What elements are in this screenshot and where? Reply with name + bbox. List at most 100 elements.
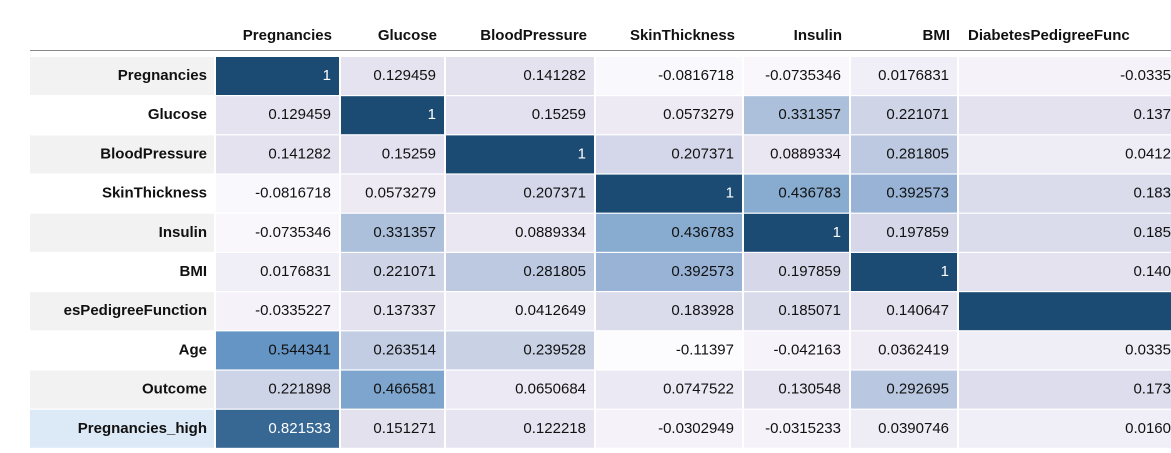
cell-value: 0.122218 <box>523 420 586 437</box>
cell-value: 0.151271 <box>373 420 436 437</box>
cell-value: -0.0816718 <box>255 185 331 202</box>
cell-bg <box>851 253 957 291</box>
cell-value: 0.0362419 <box>878 341 949 358</box>
cell-bg <box>341 57 444 95</box>
cell-value: 0.173 <box>1133 381 1171 398</box>
cell-bg <box>216 174 339 213</box>
cell-value: 0.331357 <box>373 224 436 241</box>
cell-value: 0.436783 <box>778 185 841 202</box>
row-header: SkinThickness <box>102 185 207 202</box>
cell-bg <box>446 292 594 331</box>
cell-value: -0.042163 <box>773 341 841 358</box>
cell-value: 0.0160 <box>1125 420 1171 437</box>
cell-value: 0.15259 <box>382 145 436 162</box>
cell-bg <box>744 409 849 448</box>
cell-value: 0.544341 <box>268 341 331 358</box>
cell-value: 0.0747522 <box>663 381 734 398</box>
column-header: BMI <box>923 27 951 44</box>
cell-value: 0.281805 <box>886 145 949 162</box>
cell-value: 0.0390746 <box>878 420 949 437</box>
cell-value: 0.141282 <box>268 145 331 162</box>
row-header-bg <box>30 135 214 174</box>
cell-bg <box>341 174 444 213</box>
cell-bg <box>446 174 594 213</box>
cell-bg <box>851 135 957 174</box>
cell-value: 0.0176831 <box>260 263 331 280</box>
cell-value: 1 <box>323 67 331 84</box>
cell-bg <box>959 292 1171 331</box>
cell-value: -0.0816718 <box>658 67 734 84</box>
cell-bg <box>596 135 742 174</box>
cell-bg <box>744 135 849 174</box>
cell-bg <box>596 292 742 331</box>
cell-value: 0.183 <box>1133 185 1171 202</box>
cell-bg <box>596 253 742 291</box>
cell-bg <box>596 57 742 95</box>
cell-bg <box>959 174 1171 213</box>
cell-bg <box>744 292 849 331</box>
cell-bg <box>446 253 594 291</box>
cell-value: 0.197859 <box>886 224 949 241</box>
row-header: BMI <box>180 263 208 280</box>
cell-value: 0.0412 <box>1125 145 1171 162</box>
cell-value: 0.140647 <box>886 302 949 319</box>
cell-bg <box>959 331 1171 370</box>
cell-value: 0.0573279 <box>365 185 436 202</box>
row-header: Age <box>179 341 207 358</box>
row-header-bg <box>30 253 214 291</box>
cell-bg <box>446 96 594 135</box>
row-header-bg <box>30 409 214 448</box>
cell-value: 0.292695 <box>886 381 949 398</box>
cell-value: 0.821533 <box>268 420 331 437</box>
cell-value: 0.140 <box>1133 263 1171 280</box>
cell-value: -0.0335 <box>1120 67 1171 84</box>
cell-value: 0.0176831 <box>878 67 949 84</box>
cell-value: 1 <box>578 145 586 162</box>
cell-bg <box>216 253 339 291</box>
cell-bg <box>959 213 1171 252</box>
cell-bg <box>851 409 957 448</box>
cell-bg <box>959 253 1171 291</box>
cell-bg <box>446 57 594 95</box>
column-header: Glucose <box>378 27 437 44</box>
row-header: Insulin <box>159 224 207 241</box>
row-header-bg <box>30 174 214 213</box>
cell-value: 0.221071 <box>373 263 436 280</box>
cell-value: -0.0335227 <box>255 302 331 319</box>
row-header: Glucose <box>148 106 207 123</box>
cell-bg <box>341 292 444 331</box>
cell-value: 0.197859 <box>778 263 841 280</box>
cell-bg <box>341 135 444 174</box>
cell-bg <box>216 135 339 174</box>
cell-bg <box>851 213 957 252</box>
cell-bg <box>851 57 957 95</box>
cell-bg <box>744 174 849 213</box>
row-header: Pregnancies <box>118 67 207 84</box>
cell-bg <box>216 370 339 409</box>
cell-bg <box>744 370 849 409</box>
cell-value: 0.436783 <box>671 224 734 241</box>
row-header-bg <box>30 331 214 370</box>
row-header: Pregnancies_high <box>78 420 207 437</box>
cell-value: 0.392573 <box>671 263 734 280</box>
cell-bg <box>446 213 594 252</box>
cell-bg <box>446 135 594 174</box>
row-header: Outcome <box>142 381 207 398</box>
cell-value: 0.129459 <box>373 67 436 84</box>
cell-value: 1 <box>726 185 734 202</box>
cell-value: 0.137337 <box>373 302 436 319</box>
cell-bg <box>959 370 1171 409</box>
cell-value: 0.0889334 <box>515 224 586 241</box>
cell-value: 0.137 <box>1133 106 1171 123</box>
cell-value: 0.392573 <box>886 185 949 202</box>
cell-value: 0.221071 <box>886 106 949 123</box>
cell-value: 0.263514 <box>373 341 436 358</box>
cell-bg <box>341 213 444 252</box>
cell-value: 0.0412649 <box>515 302 586 319</box>
cell-bg <box>744 253 849 291</box>
column-header: DiabetesPedigreeFunc <box>968 27 1130 44</box>
column-header: BloodPressure <box>480 27 587 44</box>
cell-value: 0.239528 <box>523 341 586 358</box>
